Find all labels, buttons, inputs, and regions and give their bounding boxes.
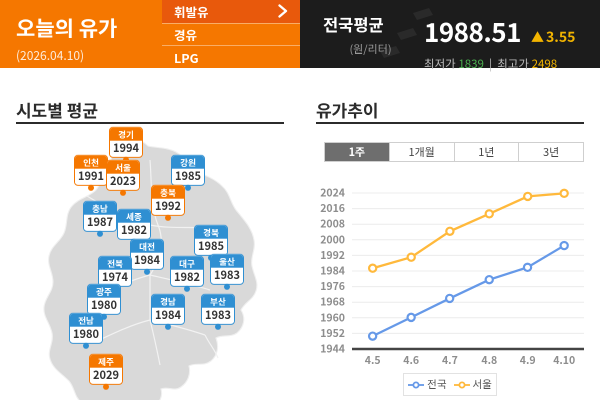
svg-text:1968: 1968 xyxy=(320,295,345,310)
svg-text:2024: 2024 xyxy=(320,186,345,201)
svg-text:1960: 1960 xyxy=(320,310,345,325)
svg-text:2008: 2008 xyxy=(320,217,345,232)
svg-text:1952: 1952 xyxy=(320,326,345,341)
svg-text:1944: 1944 xyxy=(320,342,345,357)
svg-text:4.10: 4.10 xyxy=(553,353,575,368)
svg-text:2000: 2000 xyxy=(320,232,345,247)
svg-text:1992: 1992 xyxy=(320,248,345,263)
svg-text:1984: 1984 xyxy=(320,264,345,279)
svg-text:1976: 1976 xyxy=(320,279,345,294)
svg-text:4.5: 4.5 xyxy=(365,353,381,368)
svg-text:4.8: 4.8 xyxy=(481,353,497,368)
svg-text:2016: 2016 xyxy=(320,201,345,216)
svg-text:4.7: 4.7 xyxy=(442,353,458,368)
svg-text:4.6: 4.6 xyxy=(403,353,419,368)
svg-text:4.9: 4.9 xyxy=(520,353,536,368)
